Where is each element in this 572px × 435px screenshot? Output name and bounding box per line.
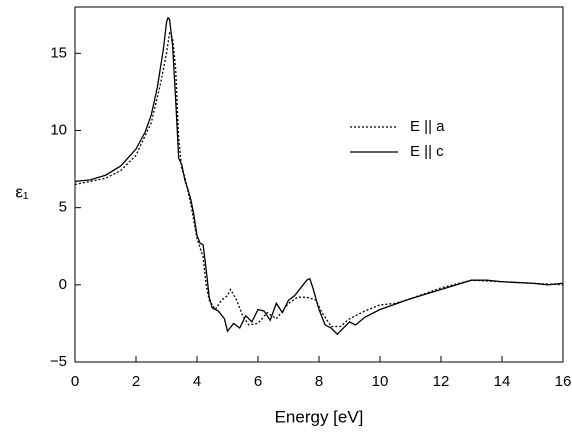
data-line bbox=[74, 16, 564, 336]
x-tick-label: 6 bbox=[254, 373, 262, 390]
x-tick-label: 8 bbox=[315, 373, 323, 390]
x-tick-label: 12 bbox=[433, 373, 450, 390]
y-tick-label: 15 bbox=[50, 44, 67, 61]
y-tick-label: 5 bbox=[59, 199, 67, 216]
y-tick-label: 10 bbox=[50, 121, 67, 138]
x-tick-label: 16 bbox=[555, 373, 572, 390]
data-line bbox=[74, 31, 564, 328]
y-tick-label: 0 bbox=[59, 276, 67, 293]
x-tick-label: 14 bbox=[494, 373, 511, 390]
x-tick-label: 4 bbox=[193, 373, 201, 390]
y-tick-label: −5 bbox=[50, 353, 67, 370]
legend-label: E || a bbox=[410, 118, 445, 135]
x-axis-label: Energy [eV] bbox=[275, 407, 364, 426]
y-axis-label: ε₁ bbox=[15, 182, 29, 201]
x-tick-label: 10 bbox=[372, 373, 389, 390]
x-tick-label: 0 bbox=[71, 373, 79, 390]
legend-label: E || c bbox=[410, 143, 444, 160]
x-tick-label: 2 bbox=[132, 373, 140, 390]
